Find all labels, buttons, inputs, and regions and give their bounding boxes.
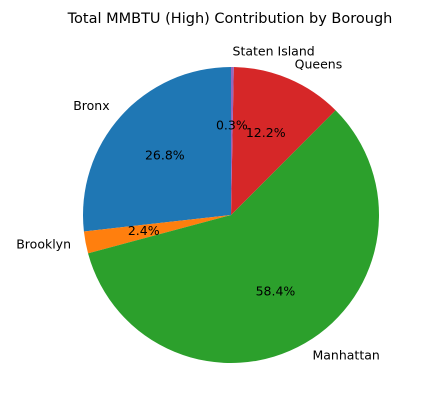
pie-label-manhattan: Manhattan [312,347,379,362]
pie-value-label: 12.2% [246,125,286,140]
pie-value-label: 26.8% [145,147,185,162]
pie-label-staten-island: Staten Island [233,44,315,59]
pie-slice-bronx [83,67,231,232]
pie-label-brooklyn: Brooklyn [16,237,71,252]
pie-labels: Bronx 26.8% Brooklyn 2.4% Manhattan 58.4% Quee… [16,44,380,363]
pie-slices [83,67,380,364]
chart-title: Total MMBTU (High) Contribution by Borou… [67,11,393,27]
pie-label-bronx: Bronx [73,98,109,113]
pie-value-label: 0.3% [216,118,248,133]
pie-slice-queens [231,67,336,215]
pie-value-label: 2.4% [128,223,160,238]
pie-slice-staten-island [231,67,234,215]
pie-slice-manhattan [88,110,380,364]
pie-label-queens: Queens [295,57,343,72]
pie-value-label: 58.4% [256,283,296,298]
pie-slice-brooklyn [83,215,231,254]
